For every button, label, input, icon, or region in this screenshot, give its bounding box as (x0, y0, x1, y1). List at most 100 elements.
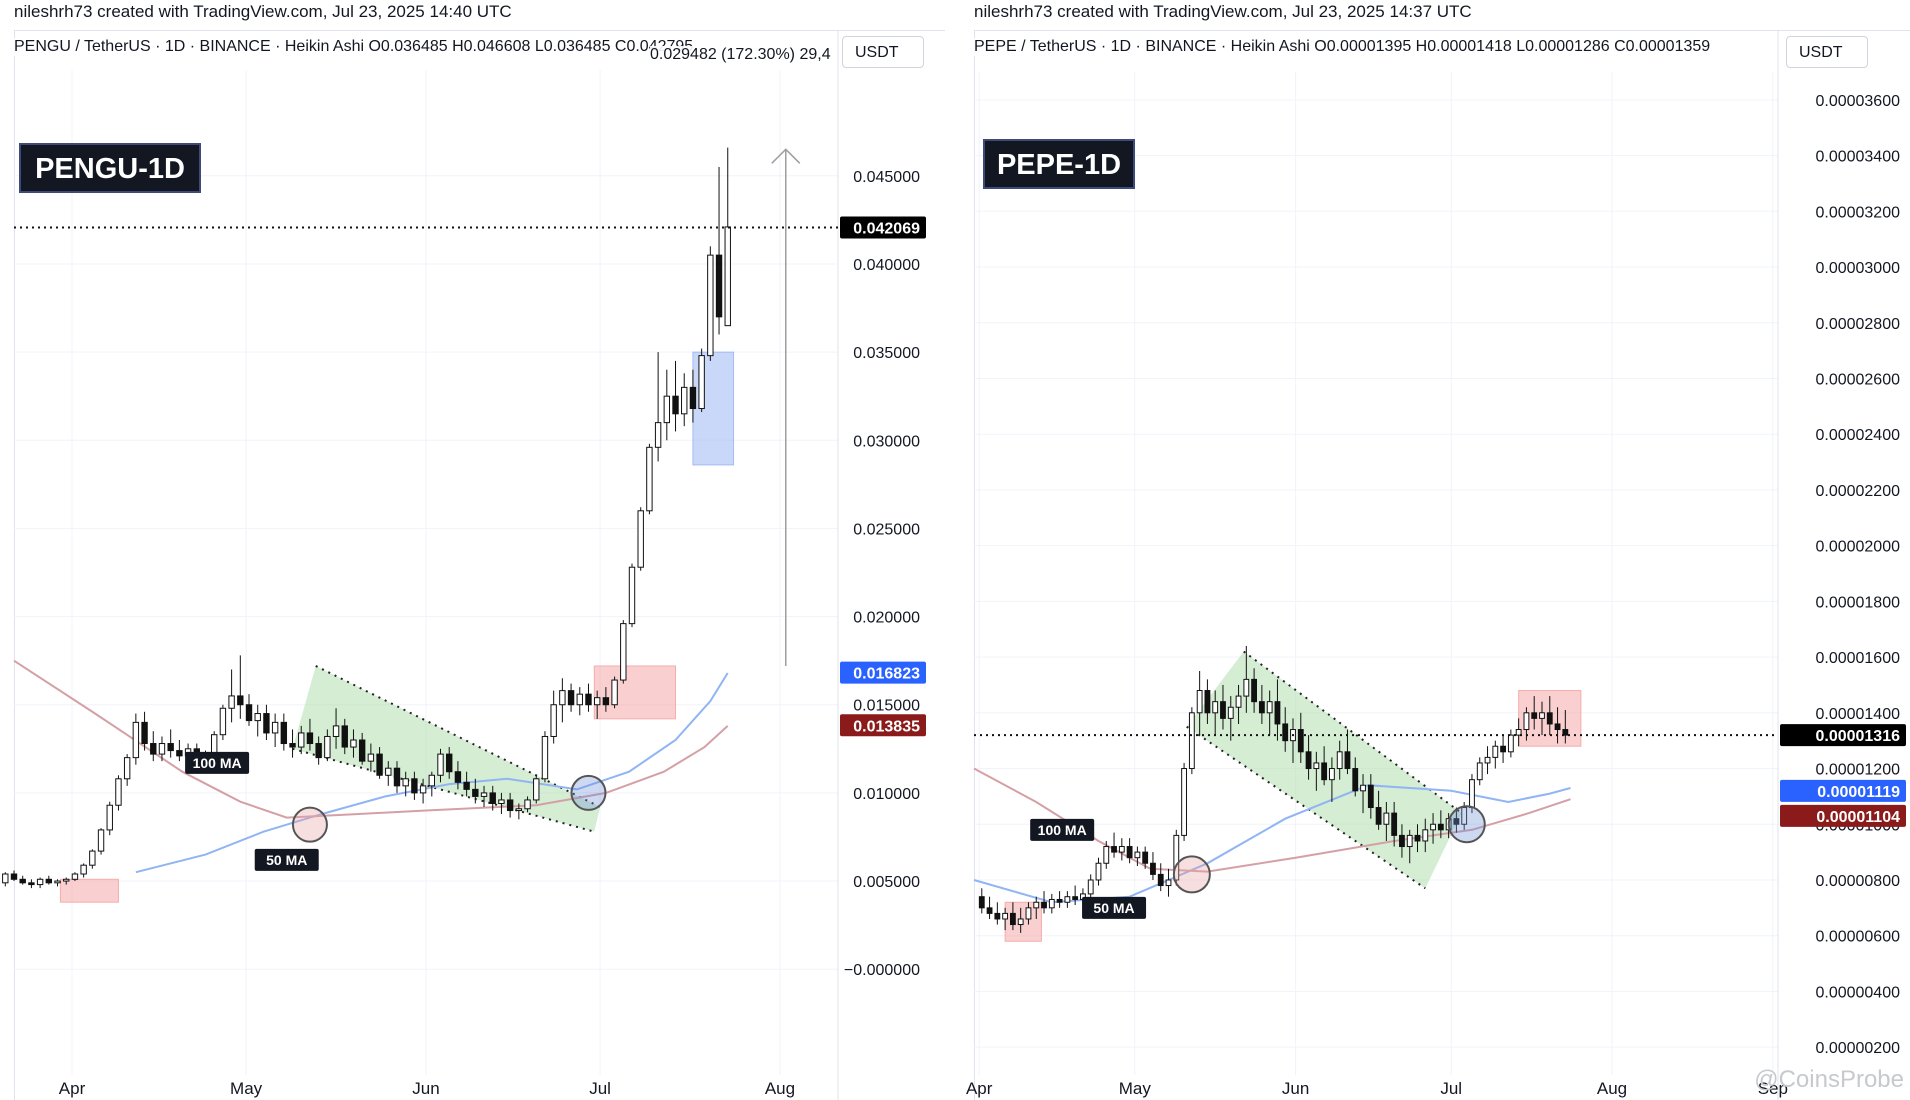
pepe-chart-panel: nileshrh73 created with TradingView.com,… (960, 0, 1910, 1100)
pepe-x-tick-label: Apr (966, 1079, 993, 1098)
pengu-ma-label-bg (254, 848, 319, 871)
pengu-title-text: PENGU-1D (35, 153, 185, 185)
pepe-candle-body (1181, 768, 1187, 836)
pepe-y-tick-label: 0.00003200 (1815, 204, 1900, 221)
pepe-candle-body (1484, 756, 1491, 764)
pepe-candle-body (1336, 751, 1343, 770)
pengu-candle-body (506, 799, 514, 812)
pengu-candle-body (515, 808, 523, 812)
pepe-candlestick-chart[interactable]: 100 MA 50 MA PEPE-1D 0.00003600 0.00003400 0.… (960, 0, 1910, 1100)
pepe-crossover-circle (1447, 805, 1486, 844)
pepe-y-tick-label: 0.00000200 (1815, 1040, 1900, 1057)
pepe-candle-body (994, 912, 1001, 920)
pepe-candle-body (1391, 812, 1398, 836)
pengu-candle-body (533, 778, 540, 801)
pengu-y-tick-label: 0.005000 (853, 874, 920, 891)
pepe-currency-badge[interactable]: USDT (1786, 36, 1868, 68)
pengu-candle-body (97, 829, 105, 852)
pepe-candle-body (1150, 862, 1156, 875)
pepe-candle-body (1313, 762, 1320, 770)
pepe-candle-body (1344, 751, 1351, 770)
pengu-currency-badge[interactable]: USDT (842, 36, 924, 68)
pengu-candle-body (237, 695, 244, 706)
pengu-x-tick-label: Apr (59, 1079, 86, 1098)
pepe-candle-body (1453, 818, 1460, 825)
pengu-candle-body (446, 753, 453, 773)
pengu-candle-body (245, 704, 253, 722)
pepe-candle-body (1406, 834, 1413, 848)
pengu-price-tag-bg (840, 216, 926, 239)
pepe-candle-body (986, 907, 993, 914)
pepe-y-tick-label: 0.00002400 (1815, 427, 1900, 444)
pengu-ma-label-bg (185, 751, 250, 774)
pepe-y-tick-label: 0.00002000 (1815, 539, 1900, 556)
pengu-candle-body (411, 778, 418, 794)
pepe-price-tag: 0.00001119 (1817, 784, 1900, 801)
pepe-candle-body (1360, 784, 1366, 792)
pengu-candle-body (89, 850, 96, 866)
pepe-candle-body (1118, 846, 1125, 853)
pengu-price-tag: 0.013835 (853, 718, 920, 735)
pengu-candle-body (385, 767, 392, 776)
pengu-candle-body (350, 739, 357, 748)
pengu-candle-body (463, 781, 470, 790)
pengu-y-tick-label: −0.000000 (844, 962, 920, 979)
pengu-wedge-lower-trendline (292, 747, 595, 833)
pepe-candle-body (1266, 701, 1273, 714)
pepe-candle-body (1251, 678, 1258, 703)
pengu-candle-body (393, 767, 401, 787)
pengu-candle-body (498, 799, 505, 804)
pepe-candle-body (1507, 734, 1514, 753)
pepe-candle-body (1173, 834, 1180, 881)
pepe-candle-body (1375, 807, 1382, 825)
pepe-candle-body (1422, 829, 1429, 842)
pepe-y-tick-label: 0.00002200 (1815, 483, 1900, 500)
pengu-candle-body (298, 732, 305, 748)
pengu-y-tick-label: 0.015000 (853, 698, 920, 715)
pengu-ohlc-legend: PENGU / TetherUS · 1D · BINANCE · Heikin… (14, 38, 694, 56)
pepe-candle-body (1461, 807, 1468, 825)
pengu-candle-body (2, 873, 9, 884)
pengu-title-box (19, 143, 201, 193)
pengu-candle-body (219, 707, 227, 736)
pengu-x-tick-label: Jul (589, 1079, 611, 1098)
pengu-measure-label: 0.029482 (172.30%) 29,4 (650, 46, 831, 64)
pengu-candle-body (567, 690, 575, 706)
pengu-y-tick-label: 0.040000 (853, 257, 920, 274)
pengu-candlestick-chart[interactable]: 100 MA 50 MA PENGU-1D 0.045000 0.040000 0.035… (0, 0, 945, 1100)
pepe-y-tick-label: 0.00001800 (1815, 594, 1900, 611)
pepe-candle-body (1297, 729, 1304, 753)
pengu-100ma-line (13, 659, 729, 819)
pepe-y-tick-label: 0.00003000 (1815, 260, 1900, 277)
pepe-x-tick-label: Jul (1440, 1079, 1462, 1098)
pengu-candle-body (176, 750, 183, 757)
pepe-candle-body (1492, 745, 1499, 758)
pepe-ma-label: 100 MA (1038, 822, 1087, 838)
pengu-candle-body (637, 510, 644, 568)
pepe-candle-body (1056, 898, 1063, 903)
pengu-candle-body (724, 226, 731, 327)
pengu-highlight-zone (593, 665, 677, 720)
pepe-candle-body (1430, 823, 1436, 831)
pengu-y-tick-label: 0.025000 (853, 521, 920, 538)
pepe-y-tick-label: 0.00002600 (1815, 371, 1900, 388)
pepe-candle-body (1321, 762, 1328, 781)
pengu-candle-body (306, 732, 314, 745)
pengu-candle-body (654, 422, 662, 448)
pengu-candle-body (167, 743, 174, 752)
pengu-y-tick-label: 0.045000 (853, 169, 920, 186)
pepe-price-tag: 0.00001104 (1816, 809, 1900, 826)
pepe-candle-body (1235, 695, 1242, 708)
pepe-candle-body (1103, 846, 1110, 864)
pepe-credit-line: nileshrh73 created with TradingView.com,… (974, 2, 1472, 21)
pengu-y-tick-label: 0.035000 (853, 345, 920, 362)
pepe-candle-body (1157, 873, 1164, 887)
pepe-candle-body (1328, 768, 1335, 781)
pengu-candle-body (150, 743, 157, 755)
pengu-candle-body (628, 566, 636, 625)
pepe-ohlc-legend: PEPE / TetherUS · 1D · BINANCE · Heikin … (974, 38, 1711, 56)
pepe-candle-body (1531, 712, 1538, 719)
pepe-y-tick-label: 0.00003600 (1815, 93, 1900, 110)
pepe-candle-body (978, 896, 985, 909)
pengu-candle-body (36, 878, 44, 886)
